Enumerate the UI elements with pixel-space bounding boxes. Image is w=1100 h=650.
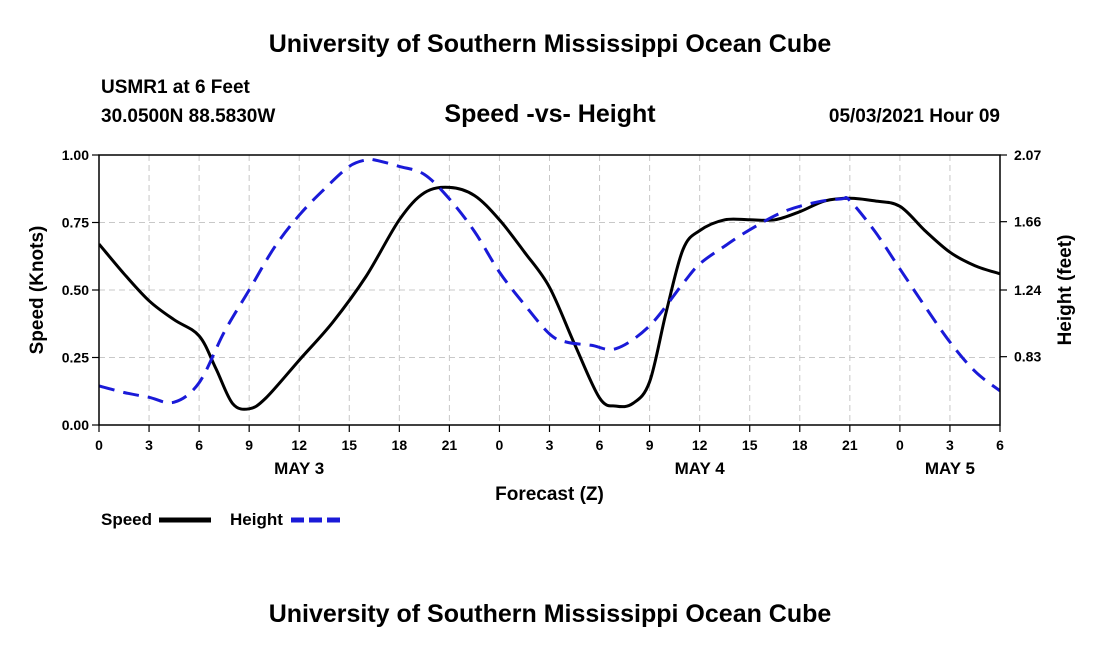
x-tick-label: 18 [792,437,808,453]
x-tick-label: 21 [442,437,458,453]
y2-tick-label: 0.83 [1014,349,1041,365]
chart-title: Speed -vs- Height [444,100,656,128]
day-label: MAY 4 [675,459,726,478]
y2-axis-title: Height (feet) [1055,235,1076,346]
legend-label-height: Height [230,510,283,529]
y-tick-label: 0.00 [62,417,89,433]
series-line-height [99,157,1000,405]
y-tick-label: 1.00 [62,147,89,163]
y-tick-label: 0.25 [62,350,89,366]
legend-label-speed: Speed [101,510,152,529]
x-tick-label: 15 [742,437,758,453]
day-label: MAY 3 [274,459,324,478]
axes: 0 3 6 9 12 15 18 21 0 3 6 9 12 15 18 21 0 3 6 0.00 0.25 0.50 0… [27,147,1076,505]
x-tick-label: 21 [842,437,858,453]
x-axis-title: Forecast (Z) [495,484,604,505]
y2-tick-label: 1.66 [1014,214,1041,230]
x-tick-label: 0 [496,437,504,453]
coordinates-label: 30.0500N 88.5830W [101,106,276,127]
x-tick-label: 9 [646,437,654,453]
day-label: MAY 5 [925,459,975,478]
datetime-label: 05/03/2021 Hour 09 [828,106,1000,127]
series-layer [99,157,1000,411]
x-tick-label: 3 [145,437,153,453]
footer-title: University of Southern Mississippi Ocean… [268,600,832,628]
x-tick-label: 9 [245,437,253,453]
y-tick-label: 0.75 [62,215,89,231]
x-tick-label: 3 [946,437,954,453]
x-tick-label: 6 [596,437,604,453]
x-tick-label: 0 [95,437,103,453]
x-tick-label: 6 [195,437,203,453]
x-tick-label: 18 [392,437,408,453]
x-tick-label: 12 [291,437,307,453]
y-tick-label: 0.50 [62,282,89,298]
y2-tick-label: 1.24 [1014,282,1041,298]
y-axis-title: Speed (Knots) [27,226,48,355]
page-title: University of Southern Mississippi Ocean… [268,30,832,58]
x-tick-label: 0 [896,437,904,453]
x-tick-label: 6 [996,437,1004,453]
x-tick-label: 3 [546,437,554,453]
legend: Speed Height [101,510,343,529]
station-label: USMR1 at 6 Feet [101,77,250,98]
y2-tick-label: 2.07 [1014,147,1041,163]
x-tick-label: 12 [692,437,708,453]
x-tick-label: 15 [341,437,357,453]
